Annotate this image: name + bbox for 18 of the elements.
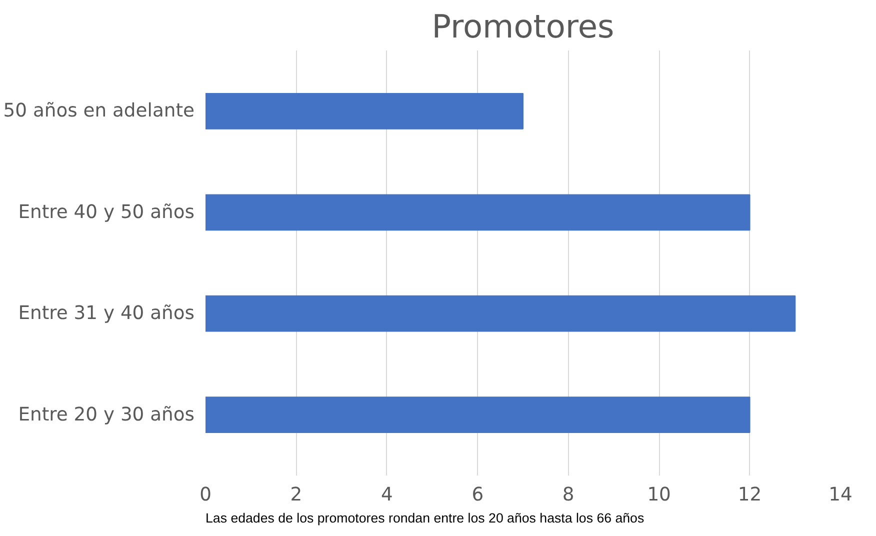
bar — [206, 194, 750, 231]
bar — [206, 93, 524, 130]
bar — [206, 295, 796, 332]
y-tick-label: Entre 20 y 30 años — [18, 404, 194, 426]
x-tick-label: 10 — [647, 484, 671, 506]
x-tick-label: 6 — [472, 484, 484, 506]
y-tick-label: 50 años en adelante — [3, 100, 195, 122]
x-tick-label: 8 — [562, 484, 574, 506]
bar — [206, 396, 750, 433]
y-tick-label: Entre 40 y 50 años — [18, 202, 194, 223]
x-tick-label: 4 — [380, 484, 393, 506]
x-tick-label: 2 — [290, 484, 302, 506]
x-tick-label: 12 — [738, 484, 762, 506]
chart-title: Promotores — [432, 8, 614, 46]
x-tick-label: 0 — [200, 484, 212, 506]
text: Las edades de los promotores rondan entre los 20 años hasta los 66 años — [206, 510, 644, 526]
x-tick-label: 14 — [828, 484, 852, 506]
y-tick-label: Entre 31 y 40 años — [18, 303, 194, 324]
